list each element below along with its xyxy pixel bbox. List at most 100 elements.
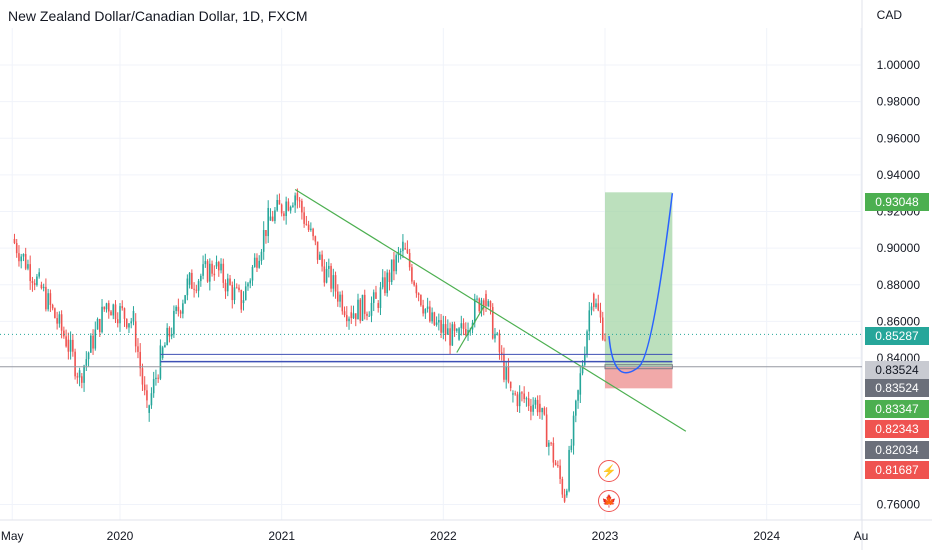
- candle-body: [298, 200, 301, 202]
- candle-body: [42, 286, 45, 289]
- candle-body: [543, 407, 546, 415]
- candle-body: [182, 303, 184, 314]
- x-tick-label: 2024: [753, 529, 780, 543]
- candle-body: [438, 320, 440, 323]
- candle-body: [575, 400, 577, 416]
- candle-body: [287, 201, 290, 211]
- candle-body: [148, 405, 150, 413]
- lightning-icon[interactable]: ⚡: [598, 460, 620, 482]
- candle-body: [27, 264, 29, 269]
- candle-body: [258, 260, 261, 268]
- candle-body: [420, 294, 422, 306]
- canada-flag-icon[interactable]: 🍁: [598, 490, 620, 512]
- candle-body: [532, 404, 534, 412]
- candle-body: [65, 336, 67, 347]
- candle-body: [370, 302, 373, 316]
- x-tick-label: 2021: [268, 529, 295, 543]
- candle-body: [280, 204, 283, 214]
- candle-body: [128, 323, 130, 328]
- candle-body: [339, 294, 341, 302]
- price-badge: [865, 400, 929, 418]
- candle-body: [552, 442, 555, 463]
- candle-body: [87, 352, 90, 360]
- candle-body: [38, 272, 40, 277]
- x-tick-label: Au: [854, 529, 869, 543]
- candle-body: [267, 207, 269, 237]
- candle-body: [404, 248, 406, 250]
- candle-body: [379, 287, 382, 308]
- y-tick-label: 0.98000: [877, 95, 921, 109]
- candle-body: [482, 300, 485, 307]
- projection-curve: [608, 193, 674, 374]
- candle-body: [572, 415, 575, 446]
- candle-body: [211, 263, 213, 274]
- y-tick-label: 0.96000: [877, 131, 921, 145]
- candle-body: [195, 289, 198, 291]
- candle-body: [256, 257, 258, 268]
- candle-body: [487, 301, 490, 306]
- candle-body: [226, 278, 229, 292]
- candle-body: [473, 298, 476, 323]
- candle-body: [368, 315, 371, 317]
- candle-body: [220, 263, 222, 271]
- candle-body: [433, 312, 436, 325]
- candle-body: [235, 287, 238, 289]
- candle-body: [491, 306, 494, 339]
- candle-body: [586, 331, 588, 355]
- candle-body: [498, 333, 501, 353]
- stop-zone: [605, 366, 673, 389]
- candle-body: [514, 393, 516, 395]
- candle-body: [242, 300, 245, 304]
- candle-body: [69, 339, 72, 352]
- candle-body: [229, 278, 231, 285]
- candle-body: [90, 335, 92, 353]
- target-zone: [605, 192, 673, 367]
- y-tick-label: 0.88000: [877, 278, 921, 292]
- y-tick-label: 0.86000: [877, 314, 921, 328]
- candle-body: [301, 200, 303, 213]
- candle-body: [204, 261, 207, 265]
- candle-body: [521, 392, 523, 394]
- candle-body: [328, 265, 330, 269]
- candle-body: [541, 407, 543, 413]
- candle-body: [29, 264, 31, 282]
- candle-body: [103, 306, 106, 310]
- candle-body: [56, 318, 58, 324]
- candle-body: [413, 281, 415, 286]
- candle-body: [141, 368, 144, 385]
- candle-body: [352, 313, 355, 319]
- candle-body: [386, 272, 388, 294]
- price-badge: [865, 461, 929, 479]
- price-badge: [865, 361, 929, 379]
- candle-body: [359, 299, 362, 321]
- candle-body: [110, 311, 112, 316]
- candle-body: [550, 442, 552, 444]
- candle-body: [570, 445, 573, 450]
- candle-body: [595, 303, 597, 308]
- candle-body: [265, 230, 267, 237]
- candle-body: [20, 256, 23, 262]
- candle-body: [361, 294, 364, 321]
- candle-body: [601, 317, 604, 340]
- candle-body: [18, 253, 20, 262]
- candle-body: [186, 278, 189, 296]
- candle-body: [559, 465, 561, 479]
- candle-body: [94, 329, 97, 349]
- candle-body: [191, 272, 193, 289]
- candle-body: [33, 283, 36, 286]
- candle-body: [314, 236, 317, 242]
- candle-body: [98, 319, 101, 333]
- candle-body: [435, 322, 438, 325]
- candle-body: [381, 277, 384, 288]
- candle-body: [179, 311, 182, 314]
- candle-body: [393, 259, 395, 272]
- candle-body: [456, 328, 458, 331]
- candle-body: [74, 351, 76, 377]
- candle-body: [426, 306, 429, 309]
- candle-body: [217, 262, 220, 271]
- candle-body: [188, 272, 191, 285]
- candle-body: [592, 293, 595, 308]
- candle-body: [130, 321, 133, 324]
- candle-body: [390, 259, 393, 283]
